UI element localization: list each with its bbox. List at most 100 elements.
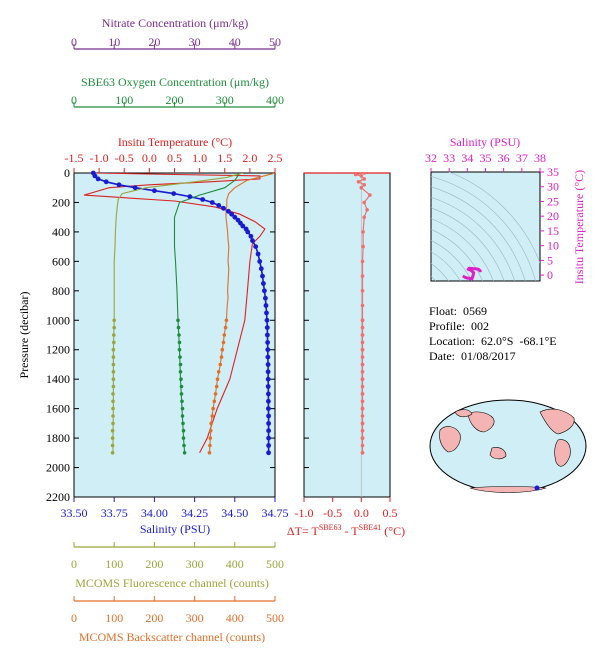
delta-t-point: [365, 208, 369, 212]
temperature-tick-label: 2.0: [242, 151, 257, 165]
backscatter-points-point: [212, 399, 217, 404]
salinity-point: [266, 391, 271, 397]
ts-y-tick-label: 10: [547, 239, 559, 253]
salinity-point: [232, 214, 238, 220]
delta-t-point: [360, 274, 365, 278]
float-location-marker: [534, 485, 540, 491]
salinity-point: [266, 450, 271, 456]
backscatter-points-point: [211, 406, 215, 411]
oxygen-bottle-point: [178, 362, 183, 367]
fluorescence-points-point: [110, 443, 115, 448]
oxygen-bottle-point: [182, 443, 186, 448]
ts-curve: [462, 266, 482, 281]
ts-y-tick-label: 5: [547, 253, 553, 267]
temperature-tick-label: -0.5: [115, 151, 134, 165]
map-land-antarctica: [469, 486, 547, 493]
pressure-tick-label: 800: [52, 284, 70, 298]
delta-t-point: [368, 193, 372, 197]
backscatter-points-point: [222, 333, 227, 337]
salinity-point: [266, 421, 271, 426]
ts-y-tick-label: 30: [547, 180, 559, 194]
ts-x-tick-label: 38: [534, 151, 546, 165]
nitrate-axis-label: Nitrate Concentration (μm/kg): [102, 16, 248, 30]
oxygen-bottle-point: [181, 428, 186, 433]
delta-t-point: [360, 259, 365, 264]
backscatter-points-point: [214, 384, 219, 389]
salinity-point: [261, 281, 266, 286]
profile-number: Profile: 002: [429, 319, 489, 333]
salinity-tick-label: 34.50: [221, 506, 248, 520]
salinity-point: [265, 384, 271, 389]
ts-salinity-axis-label: Salinity (PSU): [450, 135, 520, 149]
oxygen-tick-label: 0: [71, 93, 77, 107]
float-location: Location: 62.0°S -68.1°E: [429, 334, 557, 348]
oxygen-bottle-point: [179, 384, 184, 389]
backscatter-points-point: [210, 414, 215, 418]
dt-tick-label: 0.5: [383, 506, 398, 520]
nitrate-tick-label: 50: [269, 35, 281, 49]
delta-t-point: [362, 173, 366, 175]
fluorescence-points-point: [111, 392, 115, 396]
fluorescence-points-point: [110, 436, 115, 440]
salinity-point: [92, 173, 98, 179]
fluorescence-tick-label: 0: [71, 557, 77, 571]
fluorescence-points-point: [111, 399, 115, 404]
salinity-point: [265, 369, 271, 375]
map-land-australia: [489, 447, 507, 460]
fluorescence-points-point: [112, 325, 116, 330]
delta-t-points-point: [360, 451, 365, 455]
pressure-axis-label: Pressure (decibar): [17, 292, 31, 379]
salinity-point: [253, 244, 259, 250]
pressure-tick-label: 1800: [46, 431, 70, 445]
ts-y-tick-label: 15: [547, 224, 559, 238]
delta-t-points-point: [360, 428, 365, 433]
oxygen-bottle-point: [177, 340, 182, 345]
salinity-point: [266, 435, 271, 441]
pressure-tick-label: 600: [52, 254, 70, 268]
dt-tick-label: 0.0: [354, 506, 369, 520]
salinity-point: [263, 303, 269, 308]
oxygen-bottle-point: [179, 392, 184, 396]
backscatter-axis-label: MCOMS Backscatter channel (counts): [79, 630, 265, 644]
backscatter-tick-label: 200: [145, 611, 163, 625]
temperature-tick-label: -1.5: [65, 151, 84, 165]
oxygen-bottle-point: [180, 406, 185, 411]
delta-t-axis-label: ΔT= TSBE63 - TSBE41 (°C): [287, 523, 405, 538]
ts-x-tick-label: 37: [516, 151, 528, 165]
oxygen-bottle-point: [178, 355, 182, 359]
delta-t-unit: (°C): [381, 524, 405, 538]
backscatter-points-point: [208, 443, 212, 448]
delta-t-point: [361, 244, 365, 249]
delta-t-point: [361, 230, 365, 234]
salinity-point: [187, 194, 193, 200]
salinity-point: [266, 406, 271, 411]
backscatter-points-point: [213, 392, 218, 396]
oxygen-tick-label: 400: [266, 93, 284, 107]
delta-t-axis-label-text: ΔT= T: [287, 524, 320, 538]
fluorescence-points-point: [111, 377, 116, 382]
delta-t-point: [359, 185, 364, 190]
ts-x-tick-label: 34: [461, 151, 473, 165]
salinity-point: [265, 347, 271, 353]
salinity-point: [266, 398, 271, 404]
salinity-point: [250, 238, 255, 244]
backscatter-points-point: [209, 421, 213, 426]
fluorescence-points-point: [112, 340, 116, 345]
salinity-point: [216, 203, 222, 208]
delta-t-point: [353, 173, 358, 177]
backscatter-points-point: [220, 347, 225, 352]
delta-t-points-point: [360, 362, 365, 367]
fluorescence-tick-label: 100: [105, 557, 123, 571]
salinity-point: [95, 176, 101, 182]
oxygen-bottle-point: [180, 414, 185, 418]
delta-t-point: [360, 289, 365, 293]
fluorescence-points-point: [111, 347, 116, 352]
delta-t-points-point: [360, 414, 365, 418]
map-land-north-america: [539, 408, 575, 435]
ts-x-tick-label: 33: [443, 151, 455, 165]
profile-date: Date: 01/08/2017: [429, 349, 516, 363]
delta-t-points-point: [360, 436, 365, 440]
salinity-point: [266, 413, 271, 419]
salinity-point: [226, 208, 231, 214]
fluorescence-points-point: [111, 421, 115, 426]
